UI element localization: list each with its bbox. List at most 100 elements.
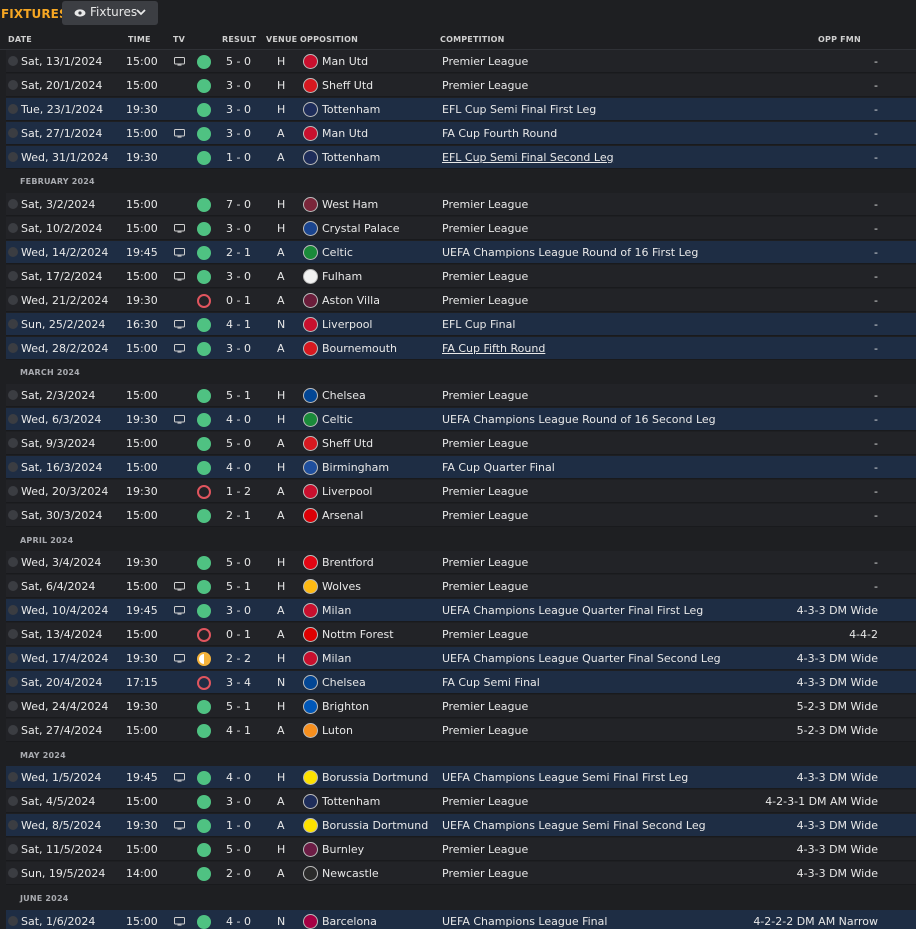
opponent-name[interactable]: Bournemouth: [322, 341, 398, 355]
competition-name[interactable]: Premier League: [442, 198, 529, 212]
competition-name[interactable]: Premier League: [442, 580, 529, 594]
fixture-score[interactable]: 3 - 0: [226, 126, 251, 140]
competition-name[interactable]: Premier League: [442, 484, 529, 498]
opponent-name[interactable]: Borussia Dortmund: [322, 819, 429, 833]
opponent-name[interactable]: Burnley: [322, 843, 365, 857]
fixture-row[interactable]: Wed, 8/5/2024 19:30 1 - 0 A Borussia Dortmun…: [6, 814, 916, 838]
opponent-name[interactable]: Tottenham: [322, 102, 381, 116]
opponent-name[interactable]: West Ham: [322, 198, 379, 212]
opponent-name[interactable]: Barcelona: [322, 914, 377, 928]
opponent-name[interactable]: Chelsea: [322, 675, 366, 689]
competition-name[interactable]: EFL Cup Semi Final Second Leg: [442, 150, 614, 164]
opponent-name[interactable]: Arsenal: [322, 508, 364, 522]
fixture-score[interactable]: 0 - 1: [226, 628, 251, 642]
competition-name[interactable]: Premier League: [442, 293, 529, 307]
fixture-row[interactable]: Sat, 2/3/2024 15:00 5 - 1 H Chelsea Premier L…: [6, 384, 916, 408]
fixture-score[interactable]: 4 - 1: [226, 723, 251, 737]
opponent-name[interactable]: Tottenham: [322, 795, 381, 809]
competition-name[interactable]: Premier League: [442, 222, 529, 236]
fixture-score[interactable]: 2 - 1: [226, 508, 251, 522]
competition-name[interactable]: FA Cup Fifth Round: [442, 341, 546, 355]
fixture-row[interactable]: Sat, 9/3/2024 15:00 5 - 0 A Sheff Utd Premier…: [6, 432, 916, 456]
fixture-score[interactable]: 3 - 4: [226, 675, 251, 689]
competition-name[interactable]: Premier League: [442, 843, 529, 857]
opponent-name[interactable]: Liverpool: [322, 484, 373, 498]
opponent-name[interactable]: Chelsea: [322, 389, 366, 403]
fixture-score[interactable]: 3 - 0: [226, 604, 251, 618]
competition-name[interactable]: UEFA Champions League Round of 16 Second…: [442, 413, 716, 427]
competition-name[interactable]: Premier League: [442, 437, 529, 451]
competition-name[interactable]: Premier League: [442, 866, 529, 880]
fixture-row[interactable]: Wed, 21/2/2024 19:30 0 - 1 A Aston Villa Prem…: [6, 288, 916, 312]
fixture-row[interactable]: Wed, 1/5/2024 19:45 4 - 0 H Borussia Dortmun…: [6, 766, 916, 790]
fixture-row[interactable]: Sat, 27/1/2024 15:00 3 - 0 A Man Utd FA Cup F…: [6, 121, 916, 145]
fixture-row[interactable]: Wed, 14/2/2024 19:45 2 - 1 A Celtic UEFA Cham…: [6, 241, 916, 265]
fixture-score[interactable]: 3 - 0: [226, 78, 251, 92]
fixture-row[interactable]: Sat, 27/4/2024 15:00 4 - 1 A Luton Premier Le…: [6, 718, 916, 742]
fixture-row[interactable]: Wed, 3/4/2024 19:30 5 - 0 H Brentford Premier…: [6, 551, 916, 575]
competition-name[interactable]: Premier League: [442, 269, 529, 283]
fixture-score[interactable]: 3 - 0: [226, 102, 251, 116]
competition-name[interactable]: UEFA Champions League Final: [442, 914, 608, 928]
fixture-score[interactable]: 4 - 0: [226, 771, 251, 785]
competition-name[interactable]: Premier League: [442, 628, 529, 642]
fixture-row[interactable]: Sat, 20/1/2024 15:00 3 - 0 H Sheff Utd Premie…: [6, 73, 916, 97]
fixture-score[interactable]: 5 - 0: [226, 843, 251, 857]
competition-name[interactable]: UEFA Champions League Quarter Final Firs…: [442, 604, 704, 618]
fixture-score[interactable]: 7 - 0: [226, 198, 251, 212]
competition-name[interactable]: Premier League: [442, 699, 529, 713]
opponent-name[interactable]: Celtic: [322, 413, 353, 427]
competition-name[interactable]: Premier League: [442, 723, 529, 737]
opponent-name[interactable]: Sheff Utd: [322, 437, 374, 451]
fixture-score[interactable]: 4 - 0: [226, 413, 251, 427]
fixture-score[interactable]: 1 - 2: [226, 484, 251, 498]
competition-name[interactable]: EFL Cup Final: [442, 317, 516, 331]
competition-name[interactable]: UEFA Champions League Semi Final First L…: [442, 771, 689, 785]
fixture-row[interactable]: Wed, 17/4/2024 19:30 2 - 2 H Milan UEFA Champ…: [6, 647, 916, 670]
competition-name[interactable]: Premier League: [442, 556, 529, 570]
fixture-score[interactable]: 3 - 0: [226, 222, 251, 236]
fixture-row[interactable]: Wed, 10/4/2024 19:45 3 - 0 A Milan UEFA Champ…: [6, 599, 916, 623]
competition-name[interactable]: Premier League: [442, 795, 529, 809]
competition-name[interactable]: UEFA Champions League Quarter Final Seco…: [442, 652, 721, 665]
fixture-row[interactable]: Sat, 13/4/2024 15:00 0 - 1 A Nottm Forest Pre…: [6, 623, 916, 647]
fixture-score[interactable]: 4 - 0: [226, 914, 251, 928]
fixture-score[interactable]: 5 - 1: [226, 699, 251, 713]
column-header-result[interactable]: RESULT: [222, 35, 257, 44]
fixture-score[interactable]: 2 - 2: [226, 652, 251, 665]
opponent-name[interactable]: Brighton: [322, 699, 370, 713]
fixture-score[interactable]: 5 - 0: [226, 55, 251, 68]
fixture-row[interactable]: Sat, 6/4/2024 15:00 5 - 1 H Wolves Premier Le…: [6, 575, 916, 599]
opponent-name[interactable]: Celtic: [322, 246, 353, 260]
opponent-name[interactable]: Nottm Forest: [322, 628, 394, 642]
opponent-name[interactable]: Man Utd: [322, 126, 369, 140]
fixture-score[interactable]: 2 - 1: [226, 246, 251, 260]
fixture-row[interactable]: Wed, 6/3/2024 19:30 4 - 0 H Celtic UEFA Champ…: [6, 408, 916, 432]
fixture-row[interactable]: Sat, 4/5/2024 15:00 3 - 0 A Tottenham Premier…: [6, 790, 916, 814]
opponent-name[interactable]: Sheff Utd: [322, 78, 374, 92]
fixture-row[interactable]: Sat, 10/2/2024 15:00 3 - 0 H Crystal Palace P…: [6, 217, 916, 241]
opponent-name[interactable]: Liverpool: [322, 317, 373, 331]
column-header-date[interactable]: DATE: [8, 35, 32, 44]
opponent-name[interactable]: Wolves: [322, 580, 362, 594]
competition-name[interactable]: FA Cup Fourth Round: [442, 126, 558, 140]
fixture-row[interactable]: Sat, 30/3/2024 15:00 2 - 1 A Arsenal Premier …: [6, 503, 916, 527]
opponent-name[interactable]: Brentford: [322, 556, 374, 570]
opponent-name[interactable]: Birmingham: [322, 460, 390, 474]
fixture-score[interactable]: 3 - 0: [226, 795, 251, 809]
fixture-row[interactable]: Wed, 28/2/2024 15:00 3 - 0 A Bournemouth FA C…: [6, 336, 916, 360]
column-header-tv[interactable]: TV: [173, 35, 186, 44]
competition-name[interactable]: Premier League: [442, 389, 529, 403]
opponent-name[interactable]: Man Utd: [322, 55, 369, 68]
competition-name[interactable]: FA Cup Semi Final: [442, 675, 540, 689]
fixture-score[interactable]: 3 - 0: [226, 269, 251, 283]
opponent-name[interactable]: Luton: [322, 723, 353, 737]
fixture-row[interactable]: Sun, 25/2/2024 16:30 4 - 1 N Liverpool EFL Cu…: [6, 312, 916, 336]
competition-name[interactable]: Premier League: [442, 508, 529, 522]
competition-name[interactable]: UEFA Champions League Semi Final Second …: [442, 819, 706, 833]
fixture-row[interactable]: Sat, 13/1/2024 15:00 5 - 0 H Man Utd Premier …: [6, 50, 916, 73]
fixture-score[interactable]: 4 - 1: [226, 317, 251, 331]
opponent-name[interactable]: Newcastle: [322, 866, 379, 880]
competition-name[interactable]: Premier League: [442, 55, 529, 68]
fixture-score[interactable]: 5 - 0: [226, 437, 251, 451]
